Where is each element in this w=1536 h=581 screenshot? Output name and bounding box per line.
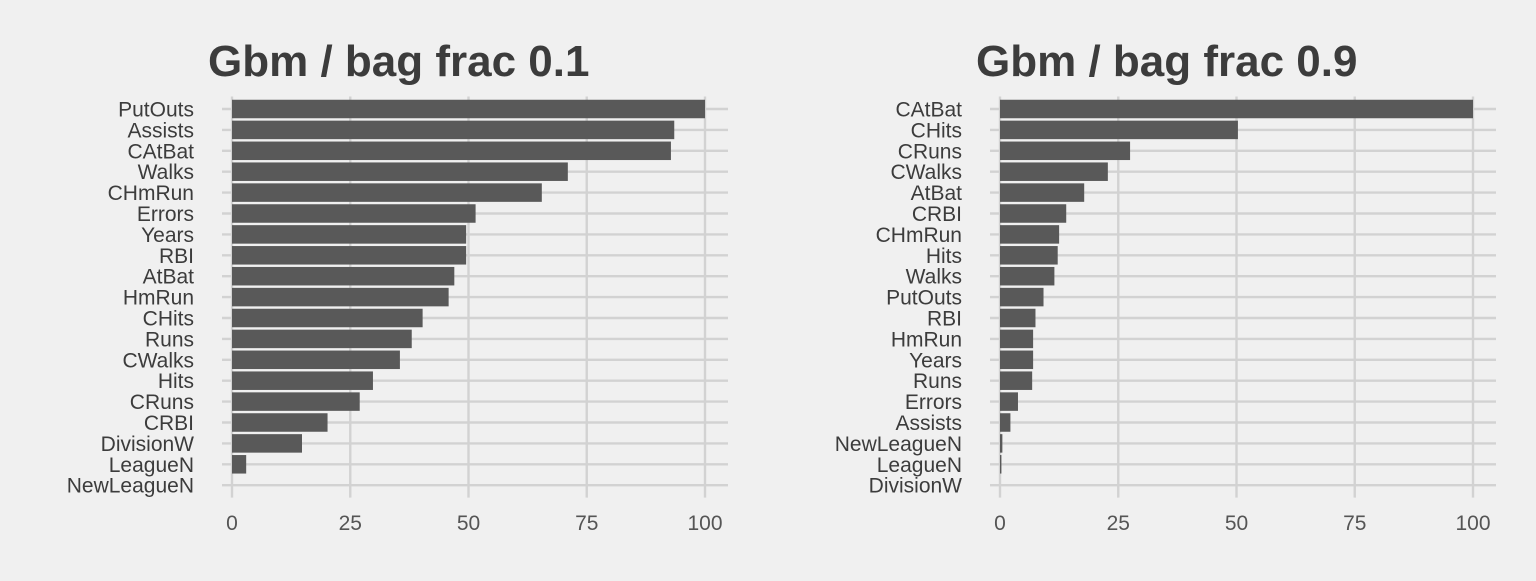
bar-Years — [1000, 350, 1034, 370]
bar-Walks — [1000, 266, 1055, 286]
bar-Runs — [1000, 371, 1033, 390]
chart-panel-2: Gbm / bag frac 0.9 CAtBatCHitsCRunsCWalks… — [835, 37, 1496, 535]
bar-CHmRun — [232, 183, 542, 202]
bar-CRBI — [1000, 204, 1067, 223]
category-label: CHits — [143, 308, 194, 331]
category-label: Errors — [905, 391, 962, 414]
x-tick-label: 25 — [339, 512, 362, 535]
bar-Years — [232, 225, 467, 244]
x-tick-label: 75 — [1343, 512, 1366, 535]
category-label: CRuns — [130, 391, 194, 414]
bar-NewLeagueN — [1000, 434, 1003, 453]
bar-Hits — [232, 371, 373, 390]
chart-title: Gbm / bag frac 0.9 — [976, 37, 1357, 86]
category-label: Walks — [138, 161, 194, 184]
x-tick-label: 0 — [226, 512, 238, 535]
bar-LeagueN — [1000, 455, 1002, 474]
category-label: Years — [141, 224, 194, 247]
category-label: CAtBat — [127, 140, 194, 163]
category-label: LeagueN — [877, 454, 962, 477]
x-tick-label: 50 — [457, 512, 480, 535]
bar-PutOuts — [1000, 287, 1044, 307]
bar-CAtBat — [1000, 99, 1473, 119]
bar-LeagueN — [232, 455, 247, 474]
category-label: NewLeagueN — [835, 433, 962, 456]
category-label: HmRun — [891, 328, 962, 351]
bar-CRuns — [1000, 141, 1131, 161]
bar-CHmRun — [1000, 225, 1060, 244]
bar-HmRun — [232, 287, 449, 307]
category-label: AtBat — [143, 266, 195, 289]
category-label: CAtBat — [895, 99, 962, 122]
bar-Assists — [1000, 413, 1011, 432]
bar-CHits — [232, 308, 423, 328]
category-label: Walks — [906, 266, 962, 289]
category-label: Years — [909, 349, 962, 372]
category-label: Runs — [913, 370, 962, 393]
chart-title: Gbm / bag frac 0.1 — [208, 37, 589, 86]
category-label: CRBI — [144, 412, 194, 435]
bar-RBI — [232, 246, 467, 265]
chart-panel-1: Gbm / bag frac 0.1 PutOutsAssistsCAtBatWa… — [67, 37, 728, 535]
category-label: CHmRun — [876, 224, 962, 247]
category-label: HmRun — [123, 287, 194, 310]
category-label: RBI — [927, 308, 962, 331]
category-label: Assists — [895, 412, 962, 435]
category-label: DivisionW — [101, 433, 195, 456]
bar-Errors — [1000, 392, 1018, 411]
category-label: CRBI — [912, 203, 962, 226]
bar-CRBI — [232, 413, 328, 432]
bar-CWalks — [232, 350, 400, 370]
bar-AtBat — [1000, 183, 1085, 202]
bar-PutOuts — [232, 99, 705, 119]
category-label: CRuns — [898, 140, 962, 163]
bar-Hits — [1000, 246, 1058, 265]
category-label: DivisionW — [869, 475, 963, 498]
bar-CAtBat — [232, 141, 671, 161]
category-label: CWalks — [890, 161, 962, 184]
category-label: LeagueN — [109, 454, 194, 477]
bar-HmRun — [1000, 329, 1034, 349]
bar-Walks — [232, 162, 568, 181]
category-label: CHmRun — [108, 182, 194, 205]
category-label: RBI — [159, 245, 194, 268]
category-label: CWalks — [122, 349, 194, 372]
category-label: NewLeagueN — [67, 475, 194, 498]
bar-RBI — [1000, 308, 1036, 328]
category-label: Hits — [158, 370, 194, 393]
bar-Runs — [232, 329, 412, 349]
bar-CHits — [1000, 120, 1238, 140]
category-label: Hits — [926, 245, 962, 268]
bar-AtBat — [232, 266, 455, 286]
bar-DivisionW — [232, 434, 303, 453]
bar-CWalks — [1000, 162, 1108, 181]
category-label: CHits — [911, 119, 962, 142]
x-tick-label: 100 — [1455, 512, 1490, 535]
x-tick-label: 25 — [1107, 512, 1130, 535]
category-label: PutOuts — [886, 287, 962, 310]
x-tick-label: 75 — [575, 512, 598, 535]
category-label: Assists — [127, 119, 194, 142]
x-tick-label: 100 — [687, 512, 722, 535]
x-tick-label: 0 — [994, 512, 1006, 535]
bar-Assists — [232, 120, 675, 140]
bar-Errors — [232, 204, 476, 223]
x-tick-label: 50 — [1225, 512, 1248, 535]
category-label: PutOuts — [118, 99, 194, 122]
bar-CRuns — [232, 392, 360, 411]
category-label: Runs — [145, 328, 194, 351]
category-label: Errors — [137, 203, 194, 226]
category-label: AtBat — [911, 182, 963, 205]
